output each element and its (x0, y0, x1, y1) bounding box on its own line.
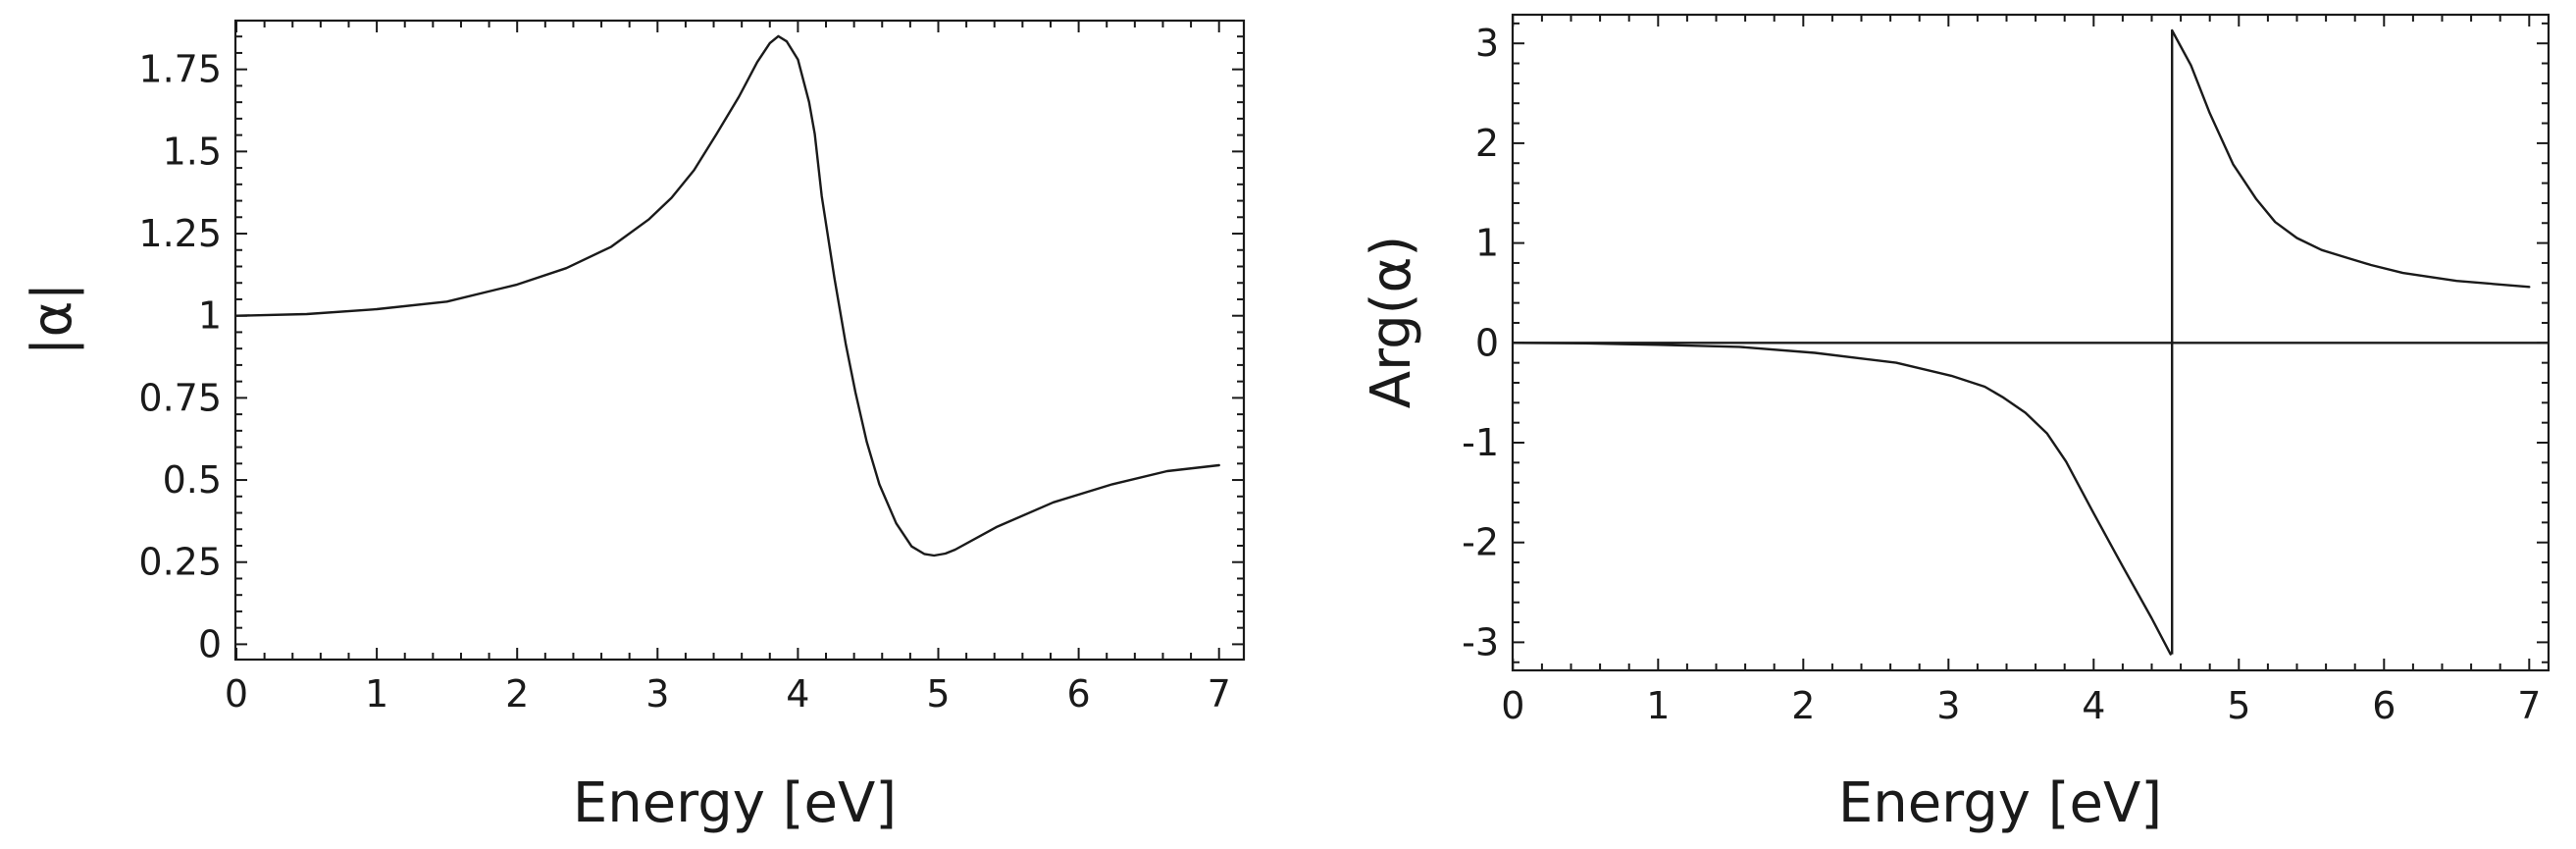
phase-y-tick-labels: -3 -2 -1 0 1 2 3 (1462, 22, 1499, 663)
y-tick-label: -3 (1462, 620, 1499, 663)
x-tick-label: 0 (225, 672, 248, 716)
y-tick-label: 3 (1475, 22, 1499, 65)
phase-plot: -3 -2 -1 0 1 2 3 0 1 2 3 4 5 6 7 Arg(α) Energy [eV] (1360, 13, 2550, 835)
y-tick-label: 0.75 (138, 376, 222, 419)
x-tick-label: 2 (505, 672, 529, 716)
x-tick-label: 7 (2517, 684, 2541, 727)
x-tick-label: 5 (2227, 684, 2250, 727)
y-tick-label: 1.5 (163, 130, 222, 173)
y-tick-label: 1 (1475, 222, 1499, 265)
magnitude-plot: 0 0.25 0.5 0.75 1 1.25 1.5 1.75 0 1 2 3 4 5 6 7 |α| En… (21, 19, 1246, 835)
x-tick-label: 3 (1936, 684, 1960, 727)
x-tick-label: 4 (786, 672, 809, 716)
x-tick-label: 1 (365, 672, 388, 716)
y-tick-label: -2 (1462, 521, 1499, 564)
y-tick-label: 0.5 (163, 458, 222, 502)
x-tick-label: 4 (2082, 684, 2105, 727)
phase-x-tick-labels: 0 1 2 3 4 5 6 7 (1501, 684, 2541, 727)
magnitude-y-axis-label: |α| (21, 283, 84, 356)
phase-y-axis-label: Arg(α) (1360, 236, 1423, 409)
y-tick-label: -1 (1462, 421, 1499, 464)
y-tick-label: 1 (198, 294, 222, 338)
data-series-line (1512, 342, 2172, 656)
x-tick-label: 5 (926, 672, 950, 716)
phase-x-axis-label: Energy [eV] (1838, 771, 2162, 835)
magnitude-curve (234, 34, 1220, 557)
x-tick-label: 7 (1208, 672, 1231, 716)
y-tick-label: 1.25 (138, 212, 222, 255)
y-tick-label: 0.25 (138, 541, 222, 584)
x-tick-label: 6 (1067, 672, 1091, 716)
x-tick-label: 1 (1646, 684, 1670, 727)
phase-curve (1512, 28, 2531, 656)
y-tick-label: 1.75 (138, 48, 222, 91)
magnitude-y-tick-labels: 0 0.25 0.5 0.75 1 1.25 1.5 1.75 (138, 48, 222, 666)
x-tick-label: 3 (645, 672, 669, 716)
magnitude-plot-ticks (235, 21, 1244, 660)
data-series-line (234, 34, 1220, 557)
magnitude-x-axis-label: Energy [eV] (573, 771, 897, 835)
y-tick-label: 2 (1475, 122, 1499, 165)
y-tick-label: 0 (1475, 321, 1499, 364)
x-tick-label: 2 (1791, 684, 1815, 727)
magnitude-plot-frame (233, 19, 1246, 662)
x-tick-label: 0 (1501, 684, 1524, 727)
phase-reference-lines (1513, 29, 2549, 655)
data-series-line (2170, 28, 2531, 289)
magnitude-x-tick-labels: 0 1 2 3 4 5 6 7 (225, 672, 1231, 716)
y-tick-label: 0 (198, 622, 222, 665)
x-tick-label: 6 (2372, 684, 2396, 727)
